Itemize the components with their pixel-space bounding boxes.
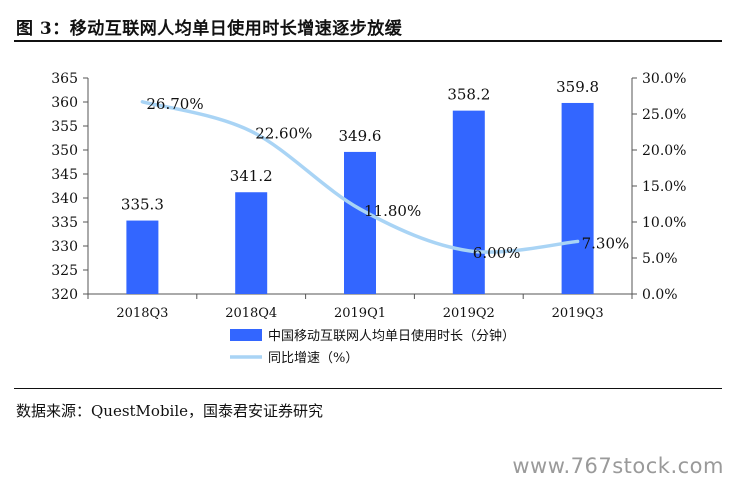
line-value-label: 26.70% [146,95,203,113]
y-right-tick-label: 0.0% [642,287,678,303]
y-left-tick-label: 350 [51,143,78,159]
figure-title: 图 3：移动互联网人均单日使用时长增速逐步放缓 [16,19,403,39]
y-right-tick-label: 10.0% [642,215,686,231]
source-rule [14,388,722,389]
y-left-tick-label: 325 [51,263,78,279]
legend-bar-label: 中国移动互联网人均单日使用时长（分钟） [268,328,515,344]
y-right-tick-label: 5.0% [642,251,678,267]
x-tick-label: 2019Q1 [334,306,386,321]
y-left-tick-label: 340 [51,191,78,207]
bar-value-label: 359.8 [556,78,599,96]
source-note: 数据来源：QuestMobile，国泰君安证券研究 [16,402,324,420]
x-tick-label: 2018Q4 [225,306,277,321]
y-left-tick-label: 345 [51,167,78,183]
x-tick-label: 2019Q3 [552,306,604,321]
x-tick-label: 2019Q2 [443,306,495,321]
bar [344,151,376,294]
bar-value-label: 341.2 [230,167,273,185]
line-value-label: 7.30% [582,234,630,252]
y-right-tick-label: 25.0% [642,107,686,123]
y-left-tick-label: 335 [51,215,78,231]
y-right-tick-label: 15.0% [642,179,686,195]
bar-value-label: 358.2 [447,86,490,104]
x-tick-label: 2018Q3 [116,306,168,321]
bar-value-label: 335.3 [121,196,164,214]
bar [235,192,268,294]
bar-value-label: 349.6 [339,127,382,145]
bar [126,220,159,294]
legend-bar-swatch [230,329,262,341]
title-rule [14,40,722,42]
bar [452,110,485,294]
y-right-tick-label: 30.0% [642,71,686,87]
legend-line-label: 同比增速（%） [268,351,358,366]
y-right-tick-label: 20.0% [642,143,686,159]
bar [561,102,594,295]
growth-line [140,100,580,254]
y-left-tick-label: 360 [51,95,78,111]
chart-svg: 320 325 330 335 340 345 350 355 360 365 0.0% 5.0% 10… [51,71,686,366]
line-value-label: 22.60% [255,124,312,142]
y-left-tick-label: 355 [51,119,78,135]
line-value-label: 11.80% [364,202,421,220]
watermark: www.767stock.com [512,454,724,478]
y-left-tick-label: 365 [51,71,78,87]
y-left-tick-label: 320 [51,287,78,303]
line-value-label: 6.00% [473,244,521,262]
y-left-tick-label: 330 [51,239,78,255]
